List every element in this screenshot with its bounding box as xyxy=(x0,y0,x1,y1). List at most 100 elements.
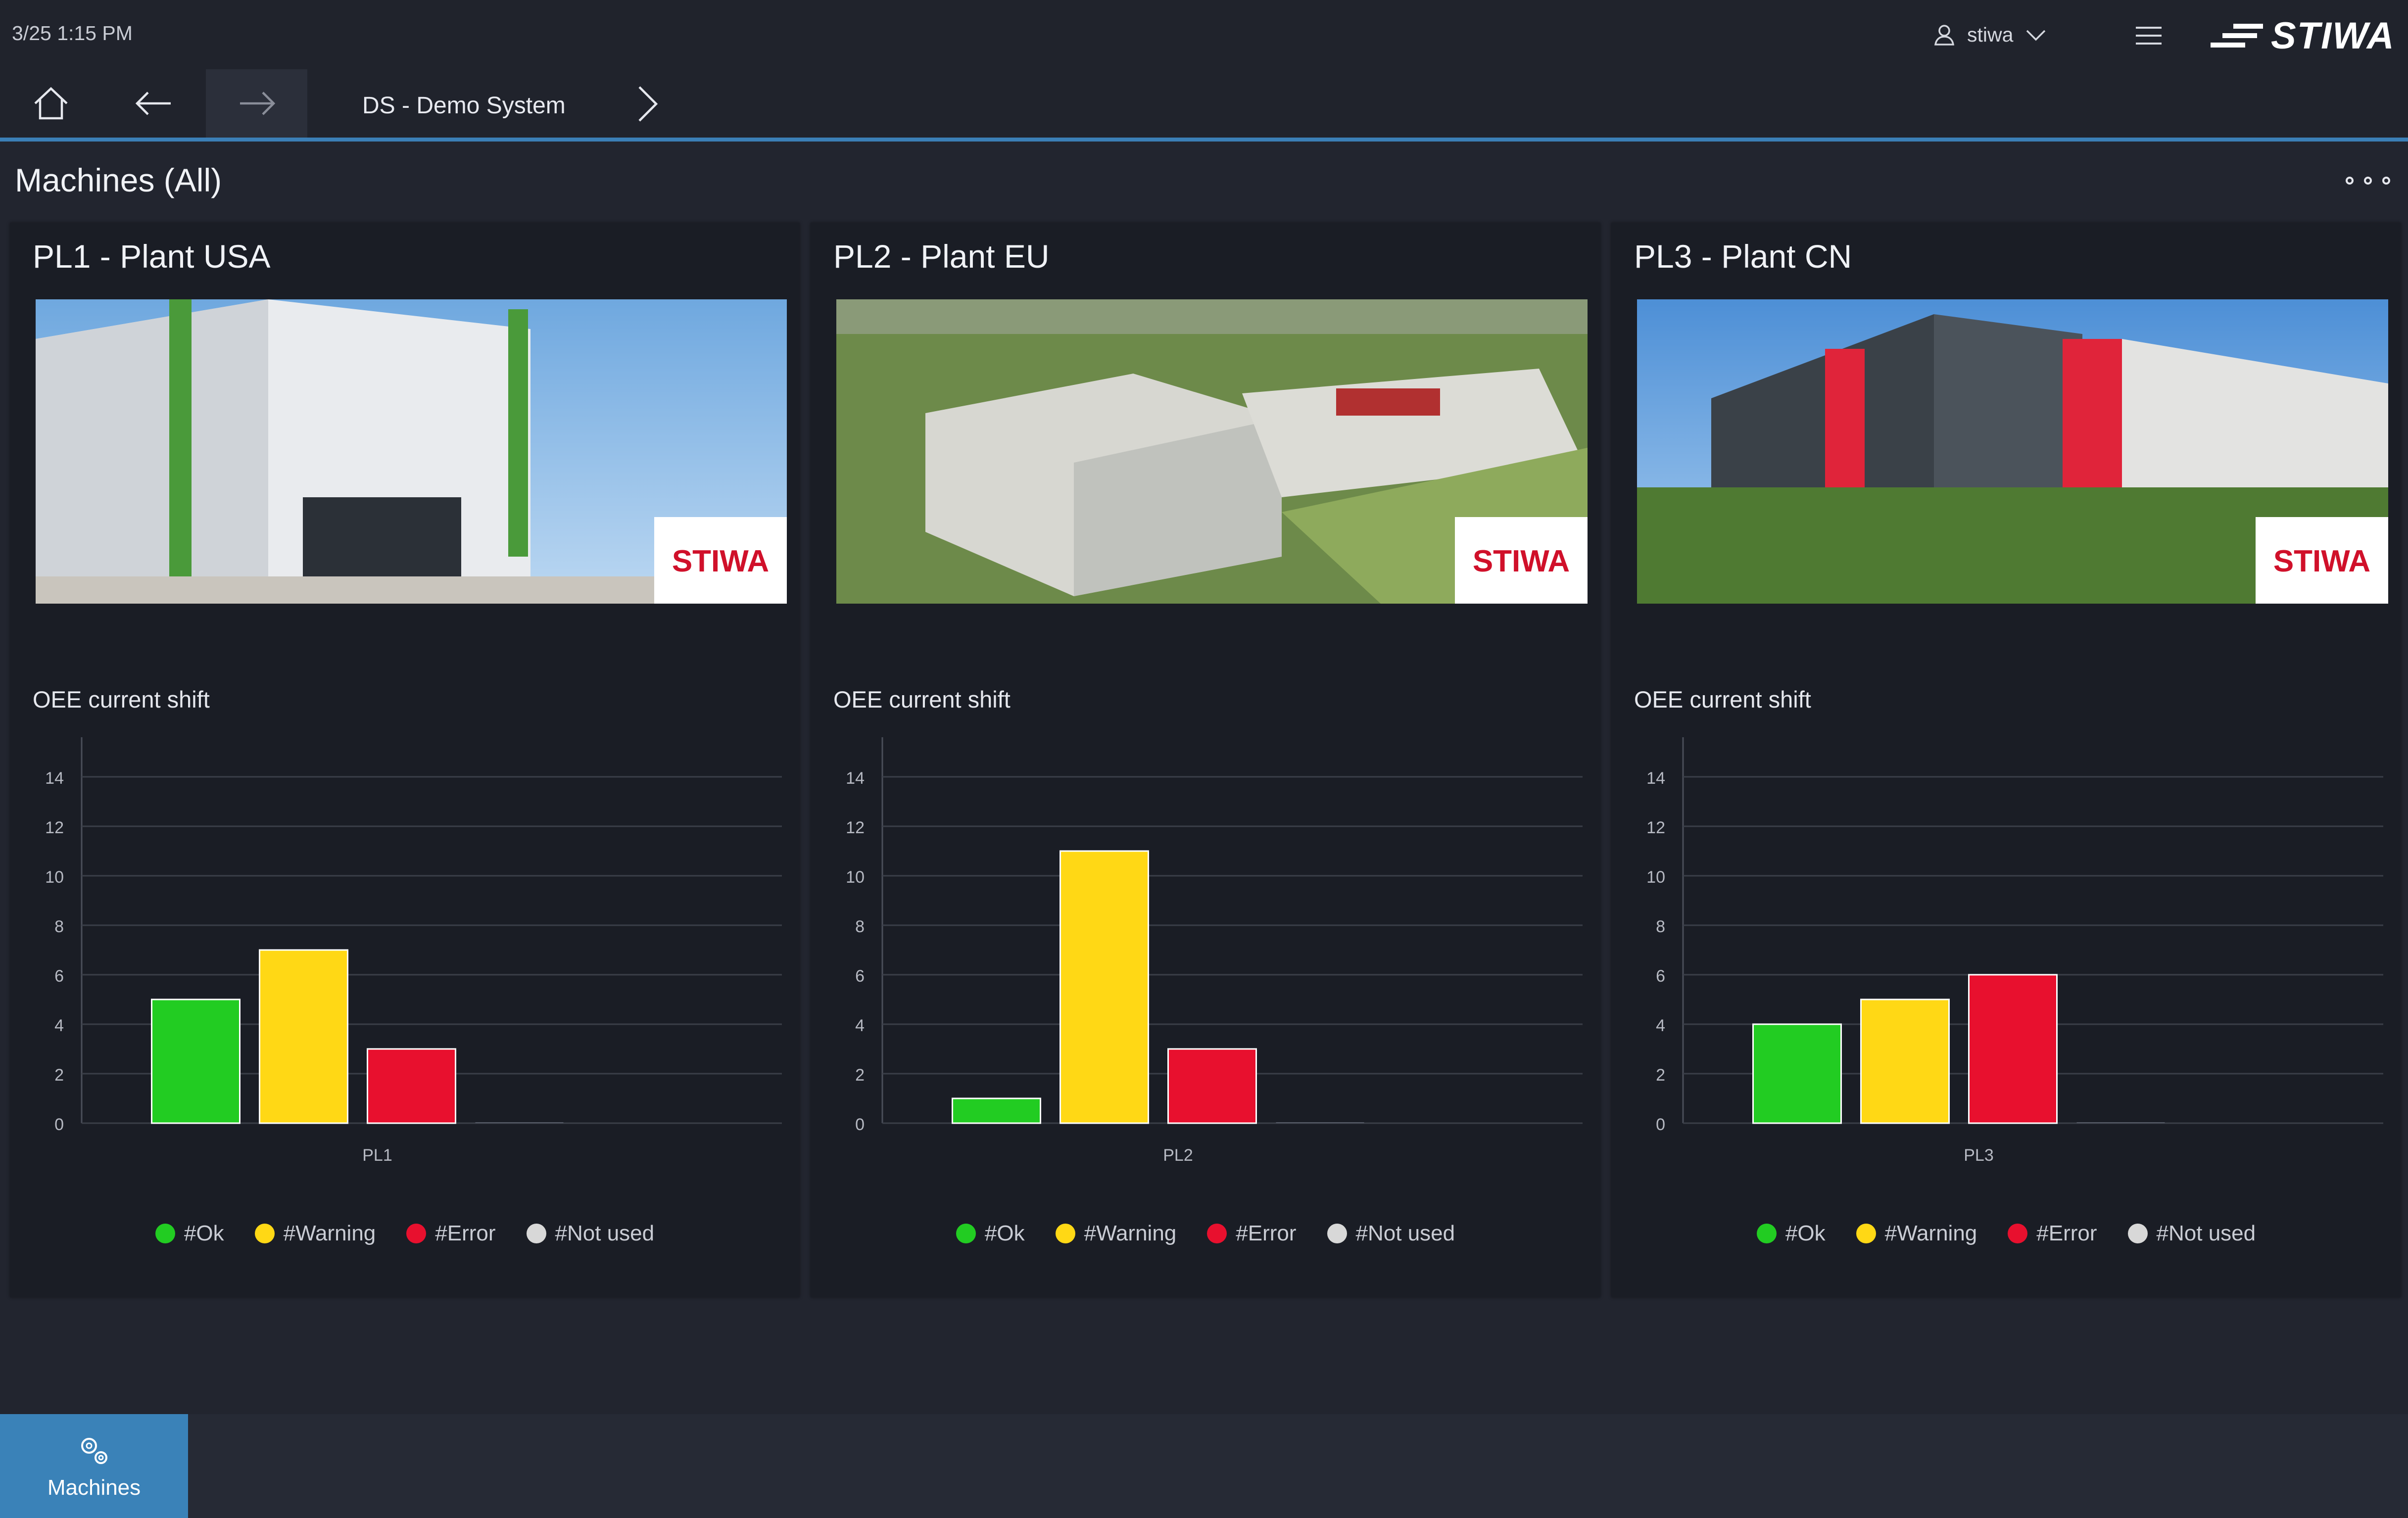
accent-divider xyxy=(0,138,2408,142)
bar-warning[interactable] xyxy=(1060,850,1149,1124)
breadcrumb-next-button[interactable] xyxy=(627,84,667,124)
y-tick-label: 10 xyxy=(1646,868,1665,887)
bar-ok[interactable] xyxy=(151,998,241,1124)
y-tick-label: 4 xyxy=(855,1016,865,1035)
legend-item[interactable]: #Not used xyxy=(526,1221,655,1246)
tab-label: Machines xyxy=(47,1475,141,1500)
y-tick-label: 10 xyxy=(846,868,865,887)
legend-dot xyxy=(2127,1224,2148,1243)
user-menu[interactable]: stiwa xyxy=(1932,19,2048,50)
chart-legend: #Ok #Warning #Error #Not used xyxy=(1611,1221,2401,1246)
plant-card-pl3[interactable]: PL3 - Plant CN STIWA OEE current shift 0… xyxy=(1611,223,2401,1297)
legend-item[interactable]: #Ok xyxy=(956,1221,1025,1246)
legend-label: #Error xyxy=(435,1221,496,1245)
back-button[interactable] xyxy=(103,69,204,138)
y-tick-label: 8 xyxy=(54,917,64,936)
bar-warning[interactable] xyxy=(259,949,348,1124)
y-tick-label: 12 xyxy=(45,818,64,837)
y-tick-label: 8 xyxy=(1656,917,1665,936)
y-tick-label: 14 xyxy=(1646,769,1665,788)
legend-item[interactable]: #Ok xyxy=(155,1221,224,1246)
legend-dot xyxy=(526,1224,546,1243)
bar-ok[interactable] xyxy=(952,1097,1041,1124)
bar-notused[interactable] xyxy=(1276,1122,1364,1123)
oee-label: OEE current shift xyxy=(1634,686,1811,712)
legend-item[interactable]: #Error xyxy=(406,1221,496,1246)
chart-legend: #Ok #Warning #Error #Not used xyxy=(811,1221,1600,1246)
x-category-label: PL3 xyxy=(1964,1146,1994,1165)
legend-label: #Ok xyxy=(984,1221,1025,1245)
bar-error[interactable] xyxy=(1968,974,2058,1124)
plant-photo: STIWA xyxy=(836,299,1588,604)
oee-bar-chart: 0 2 4 6 8 10 12 14 PL3 xyxy=(1646,737,2383,1165)
brand-logo: STIWA xyxy=(2210,15,2395,57)
photo-logo-text: STIWA xyxy=(672,544,769,578)
home-button[interactable] xyxy=(0,69,101,138)
more-options-button[interactable] xyxy=(2346,168,2390,193)
x-category-label: PL2 xyxy=(1163,1146,1193,1165)
plant-title: PL3 - Plant CN xyxy=(1634,238,1852,275)
more-options-icon xyxy=(2346,177,2354,185)
plant-title: PL1 - Plant USA xyxy=(33,238,271,275)
legend-dot xyxy=(1756,1224,1777,1243)
page-title: Machines (All) xyxy=(15,162,222,198)
bar-notused[interactable] xyxy=(2076,1122,2165,1123)
bar-ok[interactable] xyxy=(1752,1023,1842,1124)
bar-error[interactable] xyxy=(367,1048,456,1124)
logo-stripes-icon xyxy=(2211,24,2263,47)
legend-item[interactable]: #Warning xyxy=(1856,1221,1977,1246)
legend-item[interactable]: #Error xyxy=(2008,1221,2097,1246)
forward-button[interactable] xyxy=(206,69,307,138)
legend-item[interactable]: #Ok xyxy=(1756,1221,1826,1246)
legend-dot xyxy=(254,1224,275,1243)
plant-card-pl1[interactable]: PL1 - Plant USA STIWA OEE current shift … xyxy=(10,223,800,1297)
y-tick-label: 0 xyxy=(54,1115,64,1134)
y-tick-label: 2 xyxy=(54,1066,64,1085)
bar-error[interactable] xyxy=(1167,1048,1257,1124)
legend-label: #Not used xyxy=(555,1221,655,1245)
legend-label: #Ok xyxy=(184,1221,224,1245)
photo-logo-text: STIWA xyxy=(1473,544,1570,578)
user-icon xyxy=(1934,25,1955,46)
arrow-right-icon xyxy=(240,92,275,115)
oee-bar-chart: 0 2 4 6 8 10 12 14 PL2 xyxy=(846,737,1583,1165)
legend-label: #Not used xyxy=(2156,1221,2256,1245)
legend-dot xyxy=(406,1224,427,1243)
y-tick-label: 4 xyxy=(54,1016,64,1035)
x-category-label: PL1 xyxy=(362,1146,392,1165)
plant-photo: STIWA xyxy=(1637,299,2388,604)
legend-dot xyxy=(1207,1224,1227,1243)
legend-item[interactable]: #Not used xyxy=(2127,1221,2256,1246)
legend-item[interactable]: #Warning xyxy=(1055,1221,1176,1246)
oee-label: OEE current shift xyxy=(33,686,210,712)
hamburger-menu-button[interactable] xyxy=(2133,20,2165,51)
y-tick-label: 10 xyxy=(45,868,64,887)
legend-label: #Error xyxy=(2036,1221,2097,1245)
legend-dot xyxy=(956,1224,976,1243)
y-tick-label: 0 xyxy=(1656,1115,1665,1134)
oee-label: OEE current shift xyxy=(833,686,1011,712)
bar-notused[interactable] xyxy=(475,1122,564,1123)
brand-name: STIWA xyxy=(2271,14,2395,57)
datetime: 3/25 1:15 PM xyxy=(12,22,133,45)
legend-item[interactable]: #Error xyxy=(1207,1221,1297,1246)
breadcrumb[interactable]: DS - Demo System xyxy=(362,93,566,119)
chevron-right-icon xyxy=(638,86,658,122)
chevron-down-icon xyxy=(2026,30,2046,41)
legend-item[interactable]: #Not used xyxy=(1327,1221,1455,1246)
y-tick-label: 14 xyxy=(846,769,865,788)
plant-card-pl2[interactable]: PL2 - Plant EU STIWA OEE current shift 0… xyxy=(811,223,1600,1297)
bottom-navigation-bar xyxy=(0,1414,2408,1518)
legend-dot xyxy=(1055,1224,1075,1243)
legend-label: #Error xyxy=(1236,1221,1297,1245)
legend-label: #Warning xyxy=(283,1221,376,1245)
home-icon xyxy=(34,87,68,120)
y-tick-label: 8 xyxy=(855,917,865,936)
legend-item[interactable]: #Warning xyxy=(254,1221,376,1246)
y-tick-label: 4 xyxy=(1656,1016,1665,1035)
top-status-bar: 3/25 1:15 PM stiwa STIWA xyxy=(0,0,2408,69)
legend-dot xyxy=(1327,1224,1347,1243)
tab-machines[interactable]: Machines xyxy=(0,1414,188,1518)
bar-warning[interactable] xyxy=(1860,998,1950,1124)
legend-dot xyxy=(1856,1224,1876,1243)
